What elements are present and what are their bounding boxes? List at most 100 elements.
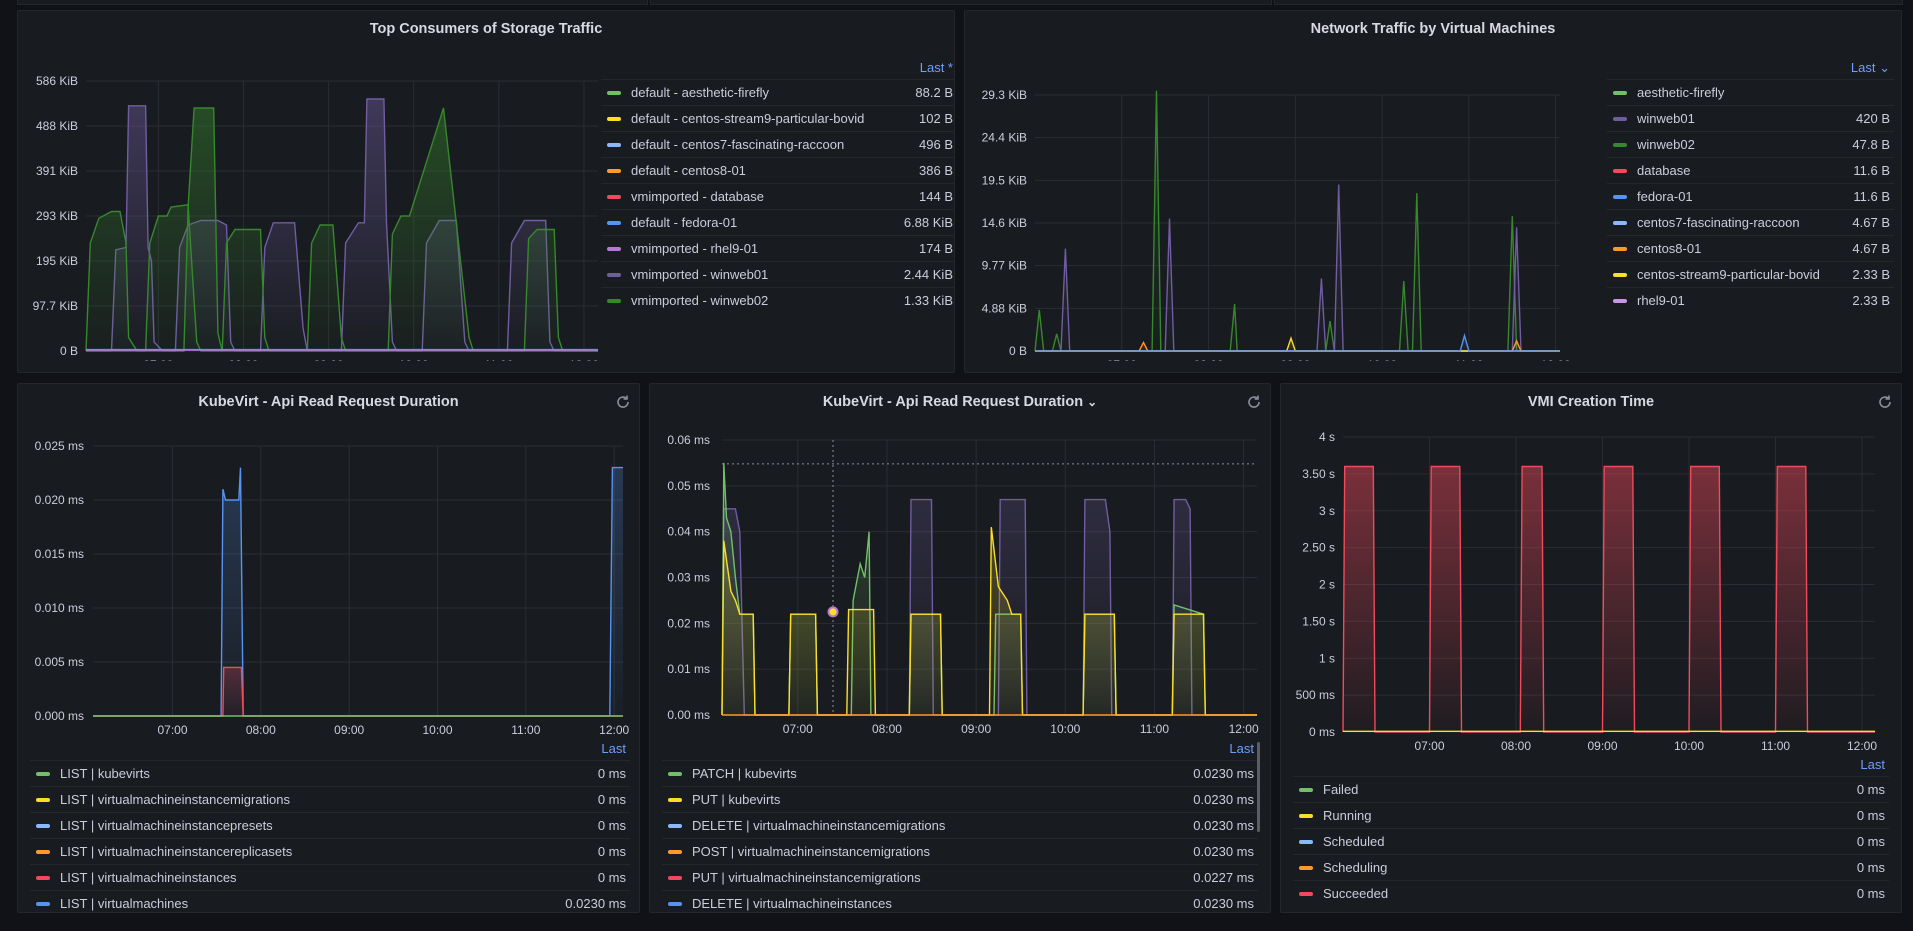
y-tick-label: 0.005 ms xyxy=(35,655,84,669)
legend-sort-header[interactable]: Last xyxy=(1860,757,1885,772)
legend-item[interactable]: vmimported - database 144 B xyxy=(601,183,954,209)
legend-item-label: winweb01 xyxy=(1637,111,1695,126)
legend-color-swatch xyxy=(1613,272,1627,277)
legend-item[interactable]: winweb01 420 B xyxy=(1607,105,1894,131)
legend-item[interactable]: Running 0 ms xyxy=(1293,802,1889,828)
legend-item[interactable]: default - fedora-01 6.88 KiB xyxy=(601,209,954,235)
x-tick-label: 07:00 xyxy=(1107,358,1137,361)
legend-sort-header[interactable]: Last ⌄ xyxy=(1607,57,1894,79)
refresh-icon[interactable] xyxy=(1877,394,1893,410)
legend-item[interactable]: PUT | virtualmachineinstancemigrations 0.… xyxy=(662,864,1258,890)
legend-item-label: centos7-fascinating-raccoon xyxy=(1637,215,1800,230)
legend-api2: Last PATCH | kubevirts 0.0230 ms PUT | kub… xyxy=(662,738,1258,912)
legend-item[interactable]: LIST | virtualmachines 0.0230 ms xyxy=(30,890,630,912)
refresh-icon[interactable] xyxy=(615,394,631,410)
legend-item-value: 0 ms xyxy=(1856,886,1885,901)
legend-item-label: Running xyxy=(1323,808,1372,823)
legend-item[interactable]: database 11.6 B xyxy=(1607,157,1894,183)
x-tick-label: 11:00 xyxy=(1761,739,1790,753)
legend-item[interactable]: default - aesthetic-firefly 88.2 B xyxy=(601,79,954,105)
y-tick-label: 0.020 ms xyxy=(35,493,84,507)
y-tick-label: 0.000 ms xyxy=(35,709,84,723)
legend-item[interactable]: Succeeded 0 ms xyxy=(1293,880,1889,906)
panel-api-read-duration-1: KubeVirt - Api Read Request Duration 0.0… xyxy=(17,383,640,913)
legend-item-value: 0 ms xyxy=(597,818,626,833)
legend-item-label: default - centos-stream9-particular-bovi… xyxy=(631,111,865,126)
legend-item[interactable]: centos-stream9-particular-bovid 2.33 B xyxy=(1607,261,1894,287)
panel-title[interactable]: Top Consumers of Storage Traffic xyxy=(369,21,603,37)
legend-item[interactable]: LIST | virtualmachineinstancepresets 0 ms xyxy=(30,812,630,838)
panel-title[interactable]: KubeVirt - Api Read Request Duration xyxy=(198,394,459,410)
x-tick-label: 12:00 xyxy=(1229,722,1259,734)
legend-item[interactable]: fedora-01 11.6 B xyxy=(1607,183,1894,209)
y-tick-label: 3 s xyxy=(1319,504,1335,518)
legend-sort-header[interactable]: Last * xyxy=(919,60,953,75)
x-tick-label: 12:00 xyxy=(569,358,598,361)
legend-item[interactable]: aesthetic-firefly xyxy=(1607,79,1894,105)
legend-item-value: 0.0230 ms xyxy=(1193,896,1254,911)
legend-item[interactable]: default - centos7-fascinating-raccoon 496… xyxy=(601,131,954,157)
series-area xyxy=(722,527,1257,715)
x-tick-label: 11:00 xyxy=(1454,358,1483,361)
y-tick-label: 586 KiB xyxy=(36,74,78,88)
legend-item-label: PUT | kubevirts xyxy=(692,792,781,807)
legend-item[interactable]: vmimported - rhel9-01 174 B xyxy=(601,235,954,261)
legend-item-label: PATCH | kubevirts xyxy=(692,766,797,781)
legend-item[interactable]: LIST | virtualmachineinstancemigrations 0… xyxy=(30,786,630,812)
legend-item[interactable]: POST | virtualmachineinstancemigrations 0… xyxy=(662,838,1258,864)
legend-item-label: vmimported - database xyxy=(631,189,764,204)
legend-item-label: rhel9-01 xyxy=(1637,293,1685,308)
panel-vmi-creation-time: VMI Creation Time 0 ms 500 ms 1 s 1.50 s 2 s… xyxy=(1280,383,1902,913)
legend-item[interactable]: LIST | virtualmachineinstancereplicasets… xyxy=(30,838,630,864)
legend-color-swatch xyxy=(1613,90,1627,95)
panel-title[interactable]: VMI Creation Time xyxy=(1527,394,1655,410)
legend-item-label: LIST | virtualmachineinstancepresets xyxy=(60,818,273,833)
x-tick-label: 11:00 xyxy=(1140,722,1169,734)
legend-item[interactable]: centos7-fascinating-raccoon 4.67 B xyxy=(1607,209,1894,235)
legend-item-label: DELETE | virtualmachineinstances xyxy=(692,896,892,911)
panel-storage-traffic: Top Consumers of Storage Traffic 0 B 97.7… xyxy=(17,10,955,373)
legend-item-label: Scheduled xyxy=(1323,834,1385,849)
legend-item-label: LIST | virtualmachineinstancemigrations xyxy=(60,792,291,807)
legend-color-swatch xyxy=(1613,116,1627,121)
legend-item-label: centos8-01 xyxy=(1637,241,1702,256)
legend-item[interactable]: DELETE | virtualmachineinstances 0.0230 m… xyxy=(662,890,1258,912)
legend-scrollbar[interactable] xyxy=(1257,742,1260,832)
legend-color-swatch xyxy=(668,771,682,776)
x-tick-label: 07:00 xyxy=(157,723,187,734)
legend-item-label: PUT | virtualmachineinstancemigrations xyxy=(692,870,921,885)
y-tick-label: 2.50 s xyxy=(1302,541,1335,555)
legend-color-swatch xyxy=(607,272,621,277)
legend-item[interactable]: vmimported - winweb02 1.33 KiB xyxy=(601,287,954,313)
legend-item[interactable]: default - centos-stream9-particular-bovi… xyxy=(601,105,954,131)
series-area xyxy=(1343,466,1875,732)
legend-item[interactable]: centos8-01 4.67 B xyxy=(1607,235,1894,261)
legend-item-value: 102 B xyxy=(919,111,953,126)
legend-item[interactable]: LIST | kubevirts 0 ms xyxy=(30,760,630,786)
legend-item-label: default - aesthetic-firefly xyxy=(631,85,770,100)
legend-item[interactable]: Failed 0 ms xyxy=(1293,776,1889,802)
series-area xyxy=(86,108,598,351)
x-tick-label: 10:00 xyxy=(422,723,452,734)
legend-item[interactable]: Scheduled 0 ms xyxy=(1293,828,1889,854)
legend-sort-header[interactable]: Last xyxy=(601,741,626,756)
x-tick-label: 08:00 xyxy=(1194,358,1224,361)
legend-item-label: Failed xyxy=(1323,782,1359,797)
legend-item[interactable]: PUT | kubevirts 0.0230 ms xyxy=(662,786,1258,812)
legend-item[interactable]: PATCH | kubevirts 0.0230 ms xyxy=(662,760,1258,786)
refresh-icon[interactable] xyxy=(1246,394,1262,410)
legend-item[interactable]: DELETE | virtualmachineinstancemigration… xyxy=(662,812,1258,838)
legend-item[interactable]: rhel9-01 2.33 B xyxy=(1607,287,1894,313)
panel-title[interactable]: Network Traffic by Virtual Machines xyxy=(1310,21,1556,37)
legend-item-label: LIST | virtualmachines xyxy=(60,896,189,911)
panel-title[interactable]: KubeVirt - Api Read Request Duration ⌄ xyxy=(650,394,1270,410)
legend-sort-header[interactable]: Last xyxy=(1229,741,1254,756)
legend-item[interactable]: LIST | virtualmachineinstances 0 ms xyxy=(30,864,630,890)
x-tick-label: 07:00 xyxy=(1414,739,1444,753)
y-tick-label: 19.5 KiB xyxy=(982,173,1027,187)
legend-item[interactable]: Scheduling 0 ms xyxy=(1293,854,1889,880)
legend-item[interactable]: default - centos8-01 386 B xyxy=(601,157,954,183)
legend-item[interactable]: winweb02 47.8 B xyxy=(1607,131,1894,157)
legend-item[interactable]: vmimported - winweb01 2.44 KiB xyxy=(601,261,954,287)
y-tick-label: 0.03 ms xyxy=(667,571,710,585)
